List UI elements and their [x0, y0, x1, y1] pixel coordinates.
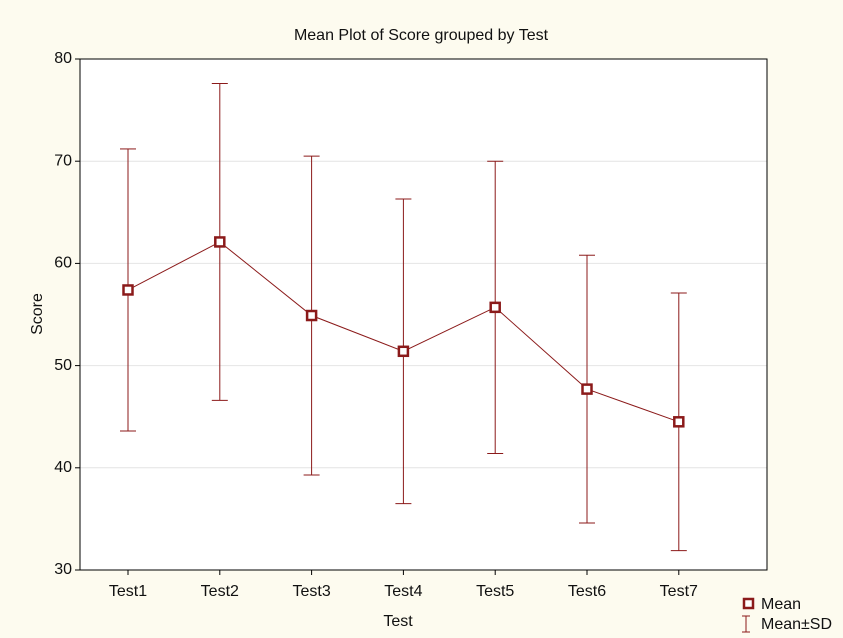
mean-marker — [489, 301, 501, 314]
mean-marker — [397, 345, 410, 358]
legend-label: Mean±SD — [761, 616, 832, 633]
x-tick-label: Test4 — [384, 583, 422, 600]
plot-frame — [79, 58, 768, 571]
x-tick-label: Test1 — [109, 583, 147, 600]
y-tick-label: 60 — [54, 255, 72, 272]
mean-marker — [673, 416, 685, 428]
chart-title: Mean Plot of Score grouped by Test — [294, 27, 549, 44]
plot-area — [80, 59, 767, 570]
legend-marker — [742, 597, 755, 610]
legend-error-icon — [742, 615, 750, 633]
y-tick-label: 70 — [54, 152, 72, 169]
mean-marker — [214, 236, 226, 248]
y-tick-label: 30 — [54, 561, 72, 578]
mean-marker — [305, 309, 318, 322]
x-axis-label: Test — [383, 613, 413, 630]
x-tick-label: Test6 — [568, 583, 606, 600]
legend-label: Mean — [761, 596, 801, 613]
y-tick-label: 80 — [54, 50, 72, 67]
x-tick-label: Test5 — [476, 583, 514, 600]
y-axis-label: Score — [29, 293, 46, 335]
mean-marker — [581, 383, 593, 395]
x-tick-label: Test7 — [660, 583, 698, 600]
mean-marker — [122, 284, 134, 296]
x-tick-label: Test3 — [292, 583, 330, 600]
y-tick-label: 50 — [54, 357, 72, 374]
x-tick-label: Test2 — [201, 583, 239, 600]
y-tick-label: 40 — [54, 459, 72, 476]
